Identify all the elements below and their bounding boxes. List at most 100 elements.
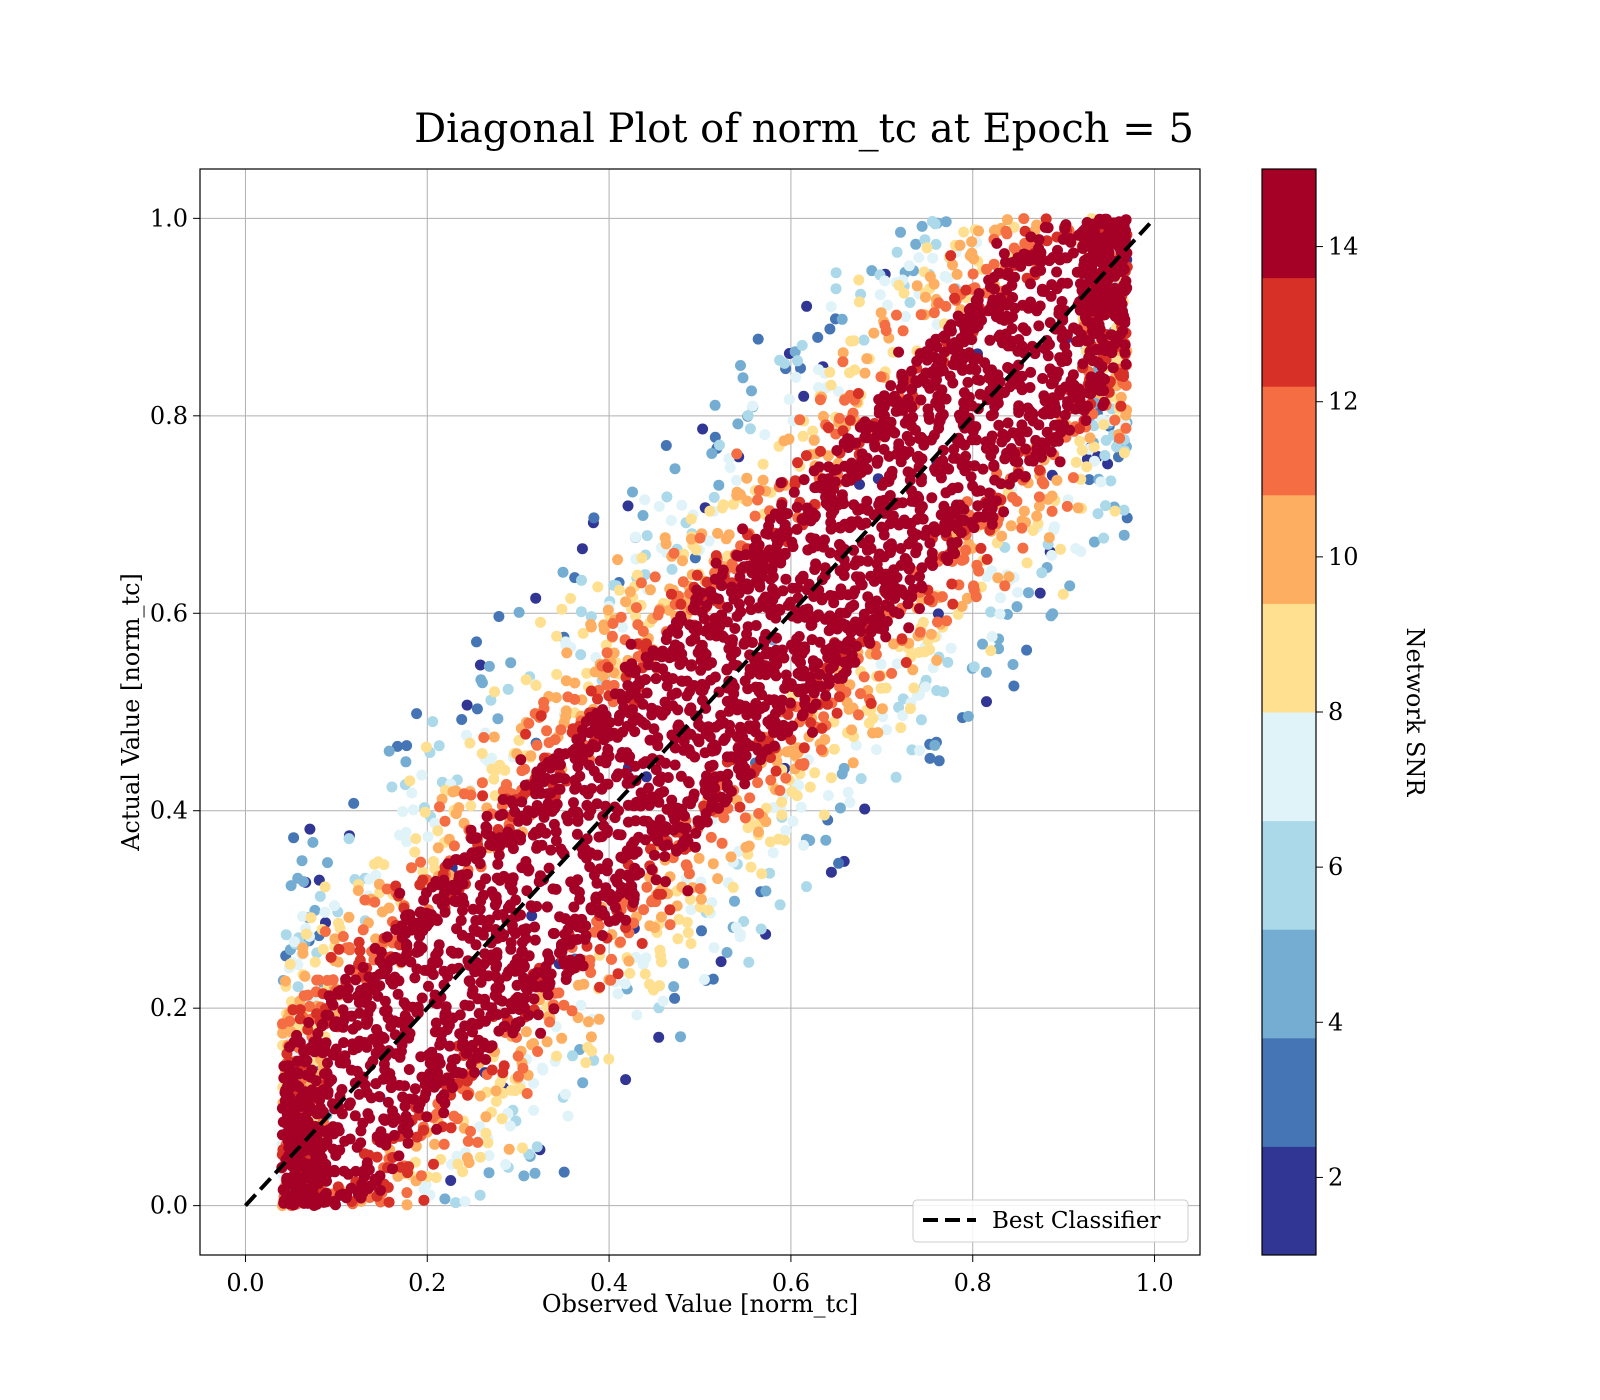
scatter-point (555, 724, 567, 736)
scatter-point (897, 710, 909, 722)
scatter-point (554, 783, 566, 795)
scatter-point (973, 225, 984, 237)
scatter-point (1021, 557, 1033, 569)
scatter-point (839, 394, 851, 406)
scatter-point (1119, 347, 1131, 358)
scatter-point (513, 606, 525, 618)
scatter-point (356, 1186, 368, 1198)
scatter-point (462, 1135, 474, 1147)
scatter-point (1082, 400, 1094, 412)
scatter-point (601, 647, 613, 659)
scatter-point (373, 1091, 385, 1102)
scatter-point (549, 734, 561, 746)
scatter-point (1109, 505, 1121, 517)
scatter-point (979, 357, 991, 369)
scatter-point (494, 982, 506, 994)
scatter-point (494, 759, 506, 771)
scatter-point (485, 694, 497, 706)
scatter-point (327, 974, 339, 986)
scatter-point (776, 796, 788, 808)
scatter-point (486, 951, 497, 963)
scatter-point (931, 685, 943, 696)
scatter-point (285, 880, 297, 892)
scatter-point (1077, 267, 1089, 279)
scatter-point (878, 523, 890, 535)
scatter-point (669, 759, 681, 771)
scatter-point (404, 775, 416, 787)
scatter-point (459, 999, 471, 1011)
scatter-point (669, 463, 681, 475)
scatter-point (850, 468, 862, 480)
scatter-point (906, 383, 918, 395)
scatter-point (897, 325, 909, 337)
scatter-point (433, 740, 445, 752)
scatter-point (825, 866, 837, 878)
scatter-point (378, 1058, 390, 1070)
scatter-point (451, 923, 463, 935)
scatter-point (438, 965, 450, 977)
scatter-point (338, 1037, 350, 1049)
scatter-point (722, 601, 734, 613)
scatter-point (701, 816, 713, 828)
scatter-point (585, 621, 597, 633)
scatter-point (292, 1096, 304, 1108)
scatter-point (303, 1017, 315, 1028)
scatter-point (704, 505, 716, 517)
scatter-point (951, 452, 962, 464)
scatter-point (403, 1064, 415, 1075)
scatter-point (1100, 434, 1112, 446)
scatter-point (558, 955, 570, 967)
scatter-point (556, 603, 568, 615)
scatter-point (516, 765, 528, 777)
scatter-point (852, 388, 864, 399)
scatter-point (858, 671, 870, 683)
scatter-point (543, 980, 555, 992)
scatter-point (746, 637, 758, 648)
scatter-point (973, 565, 985, 577)
scatter-point (534, 870, 546, 882)
scatter-point (1012, 456, 1024, 468)
scatter-point (472, 993, 484, 1005)
scatter-point (858, 334, 870, 346)
scatter-point (641, 530, 653, 542)
scatter-point (288, 936, 300, 948)
scatter-point (903, 446, 915, 458)
scatter-point (385, 954, 397, 966)
scatter-point (300, 928, 312, 940)
scatter-point (885, 380, 897, 392)
scatter-point (764, 867, 776, 879)
scatter-point (418, 1194, 430, 1206)
scatter-point (916, 501, 928, 512)
scatter-point (828, 743, 840, 755)
scatter-point (818, 809, 830, 821)
scatter-point (853, 709, 864, 721)
scatter-point (828, 597, 840, 609)
scatter-point (526, 910, 538, 922)
scatter-point (989, 474, 1001, 486)
scatter-point (536, 1062, 548, 1074)
scatter-point (1040, 213, 1052, 225)
scatter-point (502, 683, 514, 695)
scatter-point (660, 876, 671, 888)
scatter-point (861, 353, 873, 365)
scatter-point (768, 653, 780, 665)
scatter-point (975, 542, 987, 554)
scatter-point (545, 787, 557, 799)
scatter-point (916, 220, 928, 232)
scatter-point (678, 735, 690, 747)
scatter-point (834, 681, 846, 693)
scatter-point (1007, 659, 1019, 670)
scatter-point (447, 1054, 458, 1066)
scatter-point (849, 585, 861, 597)
scatter-point (516, 1142, 528, 1154)
scatter-point (461, 1152, 473, 1164)
scatter-point (902, 466, 914, 478)
scatter-point (792, 355, 803, 367)
scatter-point (988, 460, 1000, 472)
scatter-point (985, 450, 997, 462)
scatter-point (737, 372, 749, 384)
scatter-point (828, 505, 840, 516)
scatter-point (932, 608, 944, 620)
scatter-point (566, 956, 578, 968)
scatter-point (716, 569, 728, 581)
